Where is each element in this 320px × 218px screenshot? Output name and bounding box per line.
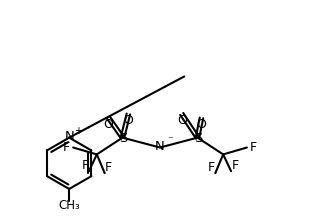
Text: F: F (81, 159, 89, 172)
Text: F: F (105, 161, 112, 174)
Text: F: F (231, 159, 239, 172)
Text: F: F (63, 141, 70, 154)
Text: F: F (208, 161, 215, 174)
Text: O: O (104, 118, 114, 131)
Text: +: + (74, 126, 82, 136)
Text: ⁻: ⁻ (167, 136, 173, 146)
Text: O: O (177, 114, 187, 127)
Text: O: O (124, 114, 133, 127)
Text: S: S (194, 132, 203, 145)
Text: CH₃: CH₃ (58, 199, 80, 212)
Text: N: N (64, 130, 74, 143)
Text: F: F (250, 141, 257, 154)
Text: O: O (196, 118, 206, 131)
Text: S: S (119, 132, 128, 145)
Text: N: N (155, 140, 165, 153)
